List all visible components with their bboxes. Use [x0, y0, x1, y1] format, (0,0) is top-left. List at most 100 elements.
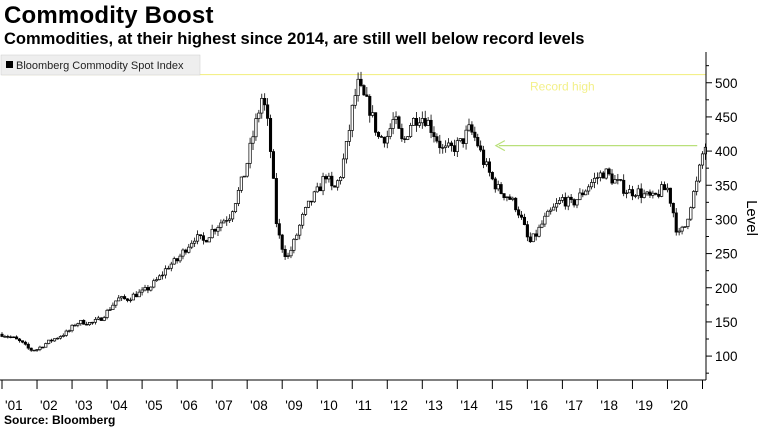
candle: [689, 206, 693, 222]
candle: [359, 71, 363, 88]
candle: [248, 137, 252, 169]
candle: [222, 218, 226, 224]
candle: [371, 105, 375, 118]
candle: [6, 334, 10, 339]
candle: [231, 210, 235, 223]
candle: [152, 278, 156, 289]
candle: [601, 171, 605, 179]
candle: [490, 171, 494, 181]
candle: [128, 297, 132, 303]
candle: [137, 289, 141, 298]
candle: [321, 172, 325, 196]
x-tick-label: '14: [460, 398, 478, 413]
candle: [309, 200, 313, 206]
candle: [274, 172, 278, 228]
candle: [29, 347, 33, 352]
candle: [236, 187, 240, 207]
candle: [85, 321, 89, 326]
candle: [356, 72, 360, 102]
candle: [254, 113, 258, 141]
candle: [123, 294, 127, 300]
candle: [268, 114, 273, 159]
candle: [484, 158, 489, 167]
x-tick-label: '10: [320, 398, 338, 413]
candle: [251, 130, 255, 151]
candle: [575, 199, 579, 209]
x-tick-label: '01: [5, 398, 23, 413]
candle: [534, 229, 538, 241]
candle: [289, 246, 293, 259]
candle: [41, 346, 45, 349]
candle: [671, 202, 675, 218]
candle: [607, 167, 611, 176]
candle: [610, 169, 614, 185]
candle: [105, 308, 109, 320]
candle: [555, 198, 559, 212]
candle: [417, 117, 421, 128]
candle: [131, 292, 135, 301]
candle: [619, 179, 623, 182]
candle: [636, 184, 640, 200]
y-tick-label: 500: [715, 76, 738, 91]
candle: [514, 197, 518, 213]
candle: [677, 227, 681, 236]
candle: [155, 276, 159, 282]
x-tick-label: '13: [425, 398, 443, 413]
candle: [295, 233, 299, 241]
candle: [32, 349, 36, 352]
candle: [660, 181, 664, 198]
candle: [569, 194, 573, 204]
y-tick-label: 150: [715, 315, 738, 330]
candle: [362, 84, 366, 96]
candle: [376, 131, 381, 139]
candle: [233, 203, 238, 214]
candle: [482, 145, 486, 169]
candle: [102, 315, 106, 322]
candle: [411, 117, 416, 126]
candle: [196, 230, 200, 245]
candle: [38, 345, 42, 352]
candle: [163, 265, 167, 279]
candle: [698, 163, 702, 183]
candle: [476, 133, 480, 148]
x-tick-label: '03: [75, 398, 93, 413]
candle: [511, 196, 515, 202]
candle: [117, 294, 121, 302]
candle: [403, 136, 407, 144]
candle: [50, 338, 54, 343]
candle: [447, 138, 451, 148]
candle: [207, 237, 211, 243]
candle: [12, 336, 16, 339]
candle: [663, 181, 667, 191]
candle: [613, 175, 617, 184]
candle: [204, 239, 208, 243]
legend-swatch: [6, 61, 13, 68]
y-tick-label: 300: [715, 212, 738, 227]
candle: [271, 149, 275, 179]
candle: [350, 104, 354, 138]
candle: [93, 317, 97, 325]
candle: [306, 200, 311, 209]
candle: [479, 140, 483, 153]
candle: [228, 214, 232, 223]
candle: [108, 307, 112, 311]
candle: [604, 168, 608, 180]
x-tick-label: '08: [250, 398, 268, 413]
candle: [0, 332, 4, 338]
candle: [441, 144, 445, 154]
candle: [193, 237, 197, 247]
candle: [187, 243, 191, 254]
x-tick-label: '11: [355, 398, 372, 413]
y-tick-label: 250: [715, 247, 738, 262]
candle: [522, 213, 527, 226]
candle: [397, 115, 401, 129]
candle: [26, 342, 30, 350]
candle: [557, 197, 562, 205]
candle: [263, 93, 267, 111]
candle: [686, 218, 690, 230]
candle: [140, 287, 144, 296]
candle: [517, 206, 521, 219]
candle: [502, 193, 506, 201]
candle: [391, 112, 395, 135]
